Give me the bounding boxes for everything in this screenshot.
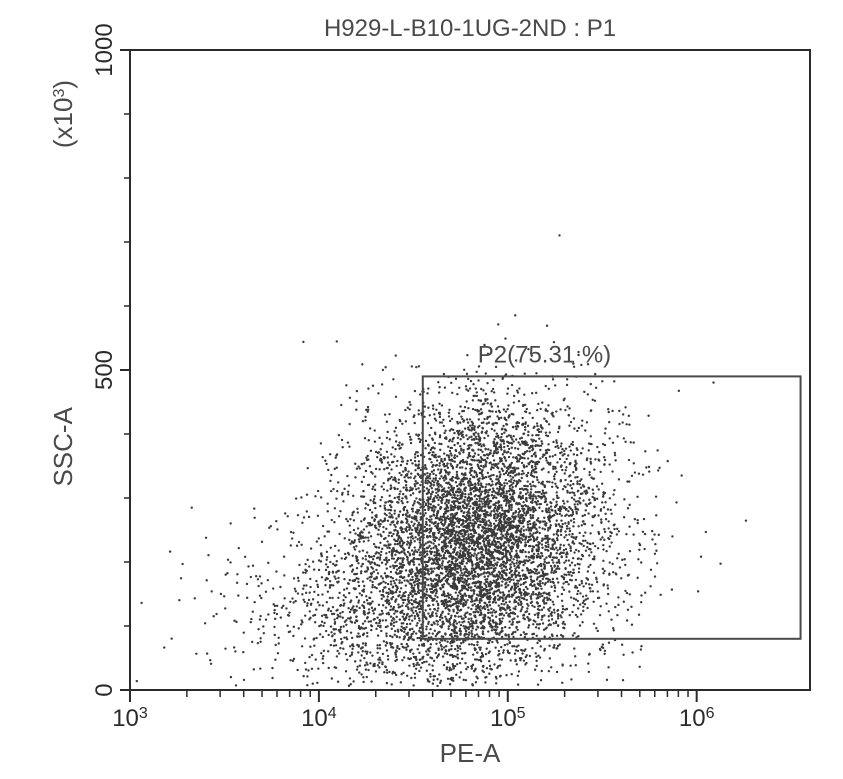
chart-svg: P2(75.31 %)05001000103104105106H929-L-B1…	[0, 0, 843, 779]
gate-label: P2(75.31 %)	[478, 341, 611, 368]
chart-title: H929-L-B10-1UG-2ND : P1	[324, 15, 616, 42]
y-tick-label: 1000	[91, 23, 118, 76]
flow-cytometry-chart: P2(75.31 %)05001000103104105106H929-L-B1…	[0, 0, 843, 779]
x-axis-label: PE-A	[440, 738, 501, 768]
y-tick-label: 0	[91, 683, 118, 696]
y-tick-label: 500	[91, 350, 118, 390]
y-axis-label: SSC-A	[48, 406, 78, 486]
